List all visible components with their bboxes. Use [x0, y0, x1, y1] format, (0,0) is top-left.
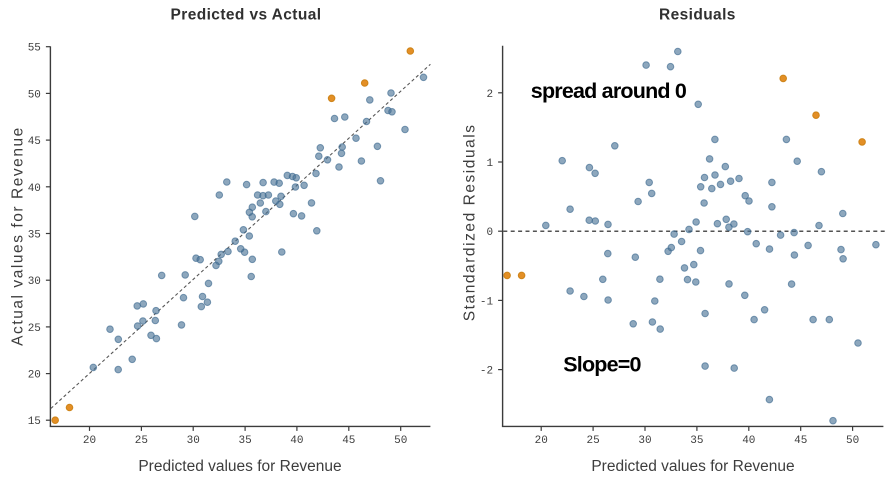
svg-text:spread around 0: spread around 0 — [531, 79, 687, 103]
svg-text:50: 50 — [846, 435, 859, 447]
svg-text:30: 30 — [638, 435, 651, 447]
svg-text:-2: -2 — [480, 366, 493, 378]
svg-text:25: 25 — [135, 435, 148, 447]
svg-text:35: 35 — [690, 435, 703, 447]
svg-text:-1: -1 — [480, 296, 494, 308]
svg-text:20: 20 — [28, 370, 41, 382]
svg-text:45: 45 — [28, 136, 41, 148]
svg-text:Predicted vs Actual: Predicted vs Actual — [171, 7, 322, 24]
svg-text:Predicted values for Revenue: Predicted values for Revenue — [591, 458, 794, 475]
svg-text:30: 30 — [187, 435, 200, 447]
svg-text:Residuals: Residuals — [659, 7, 736, 24]
svg-text:25: 25 — [586, 435, 599, 447]
svg-text:20: 20 — [535, 435, 548, 447]
svg-text:55: 55 — [28, 43, 41, 55]
svg-text:50: 50 — [28, 89, 41, 101]
svg-text:30: 30 — [28, 276, 41, 288]
svg-text:15: 15 — [28, 416, 41, 428]
svg-text:0: 0 — [486, 227, 493, 239]
svg-text:45: 45 — [342, 435, 355, 447]
svg-text:50: 50 — [394, 435, 407, 447]
svg-text:Slope=0: Slope=0 — [563, 353, 641, 377]
svg-text:Predicted values for Revenue: Predicted values for Revenue — [138, 458, 341, 475]
svg-text:35: 35 — [238, 435, 251, 447]
svg-text:45: 45 — [794, 435, 807, 447]
svg-text:40: 40 — [28, 183, 41, 195]
svg-text:40: 40 — [742, 435, 755, 447]
svg-text:40: 40 — [290, 435, 303, 447]
svg-text:Actual values for Revenue: Actual values for Revenue — [10, 126, 27, 346]
svg-text:35: 35 — [28, 230, 41, 242]
svg-text:20: 20 — [83, 435, 96, 447]
svg-text:1: 1 — [486, 158, 493, 170]
svg-text:Standardized Residuals: Standardized Residuals — [462, 123, 479, 321]
svg-text:2: 2 — [486, 89, 493, 101]
svg-text:25: 25 — [28, 323, 41, 335]
